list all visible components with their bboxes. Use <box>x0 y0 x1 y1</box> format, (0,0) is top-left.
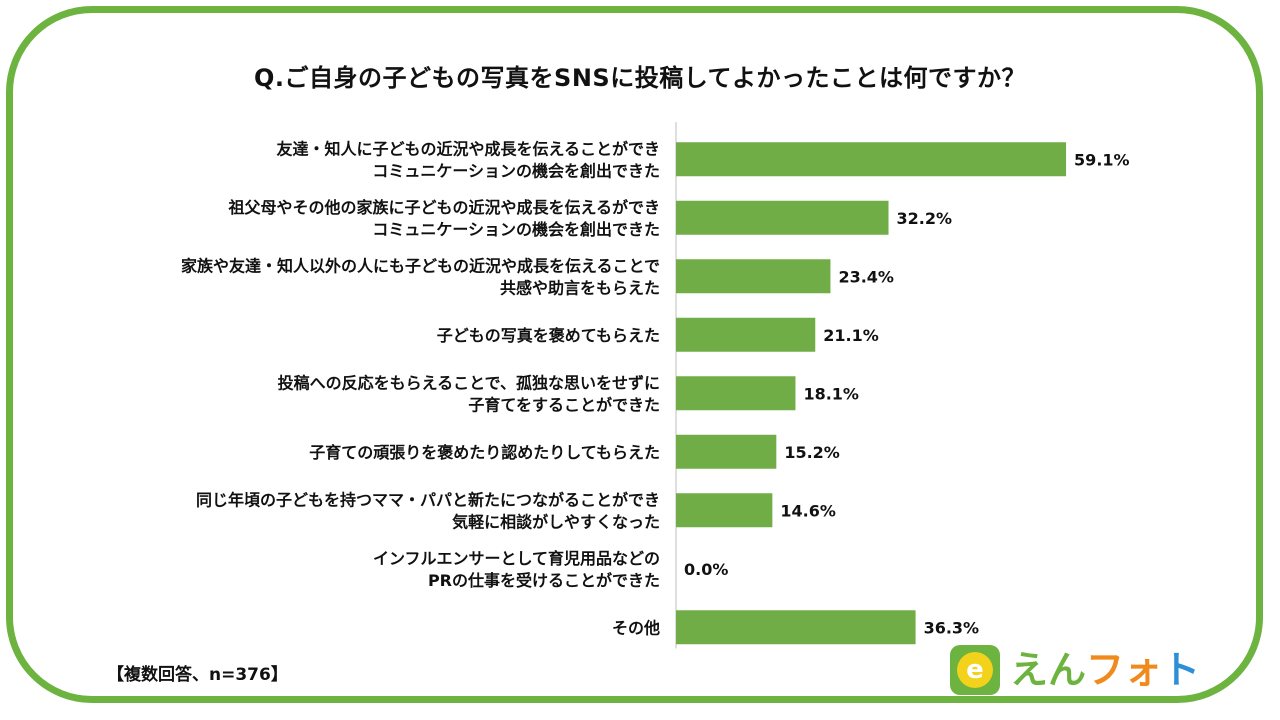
logo-part-1: えん <box>1010 648 1087 692</box>
category-label-1-line-1: コミュニケーションの機会を創出できた <box>372 220 660 239</box>
category-label-1-line-0: 祖父母やその他の家族に子どもの近況や成長を伝えるができ <box>227 198 660 217</box>
value-label-2: 23.4% <box>838 267 894 286</box>
footnote: 【複数回答、n=376】 <box>107 665 288 685</box>
category-label-4-line-0: 投稿への反応をもらえることで、孤独な思いをせずに <box>278 373 660 392</box>
logo-part-3: ト <box>1162 648 1201 692</box>
logo-wordmark: えんフォト <box>1010 647 1200 693</box>
category-label-7: インフルエンサーとして育児用品などの PRの仕事を受けることができた <box>373 549 660 590</box>
category-label-6: 同じ年頃の子どもを持つママ・パパと新たにつながることができ気軽に相談がしやすくな… <box>196 490 660 531</box>
category-label-5-line-0: 子育ての頑張りを褒めたり認めたりしてもらえた <box>309 443 660 462</box>
bar-4 <box>676 376 796 411</box>
logo-badge-icon: e <box>950 645 1000 695</box>
category-label-4: 投稿への反応をもらえることで、孤独な思いをせずに子育てをすることができた <box>278 373 660 414</box>
bar-6 <box>676 493 773 528</box>
category-label-2: 家族や友達・知人以外の人にも子どもの近況や成長を伝えることで共感や助言をもらえた <box>181 256 660 297</box>
bar-3 <box>676 317 816 352</box>
bar-1 <box>676 200 889 235</box>
category-label-8-line-0: その他 <box>612 618 660 637</box>
category-label-2-line-0: 家族や友達・知人以外の人にも子どもの近況や成長を伝えることで <box>181 256 660 275</box>
category-label-0-line-0: 友達・知人に子どもの近況や成長を伝えることができ <box>276 139 660 158</box>
category-label-7-line-0: インフルエンサーとして育児用品などの <box>373 549 660 568</box>
value-label-0: 59.1% <box>1074 150 1130 169</box>
rounded-frame <box>6 6 1263 703</box>
logo-letter: e <box>957 652 993 688</box>
category-label-6-line-1: 気軽に相談がしやすくなった <box>452 512 660 531</box>
enphoto-logo: e えんフォト <box>950 645 1210 697</box>
bar-2 <box>676 259 831 294</box>
value-label-6: 14.6% <box>780 501 836 520</box>
category-label-8: その他 <box>612 618 660 637</box>
chart-title: Q.ご自身の子どもの写真をSNSに投稿してよかったことは何ですか？ <box>254 64 1026 92</box>
category-label-2-line-1: 共感や助言をもらえた <box>500 278 660 297</box>
category-label-0: 友達・知人に子どもの近況や成長を伝えることができコミュニケーションの機会を創出で… <box>276 139 660 180</box>
bar-8 <box>676 610 916 645</box>
category-label-7-line-1: PRの仕事を受けることができた <box>428 571 660 590</box>
logo-part-2: フォ <box>1086 648 1163 692</box>
value-label-3: 21.1% <box>823 326 879 345</box>
bar-0 <box>676 142 1067 177</box>
value-label-5: 15.2% <box>784 443 840 462</box>
category-label-1: 祖父母やその他の家族に子どもの近況や成長を伝えるができコミュニケーションの機会を… <box>227 198 660 239</box>
category-label-6-line-0: 同じ年頃の子どもを持つママ・パパと新たにつながることができ <box>196 490 660 509</box>
value-label-4: 18.1% <box>803 384 859 403</box>
value-label-1: 32.2% <box>897 209 953 228</box>
value-label-7: 0.0% <box>684 560 728 579</box>
category-label-5: 子育ての頑張りを褒めたり認めたりしてもらえた <box>309 443 660 462</box>
category-label-3-line-0: 子どもの写真を褒めてもらえた <box>437 326 660 345</box>
category-label-3: 子どもの写真を褒めてもらえた <box>437 326 660 345</box>
bar-5 <box>676 434 777 469</box>
category-label-4-line-1: 子育てをすることができた <box>468 395 660 414</box>
value-label-8: 36.3% <box>924 618 980 637</box>
category-label-0-line-1: コミュニケーションの機会を創出できた <box>372 161 660 180</box>
